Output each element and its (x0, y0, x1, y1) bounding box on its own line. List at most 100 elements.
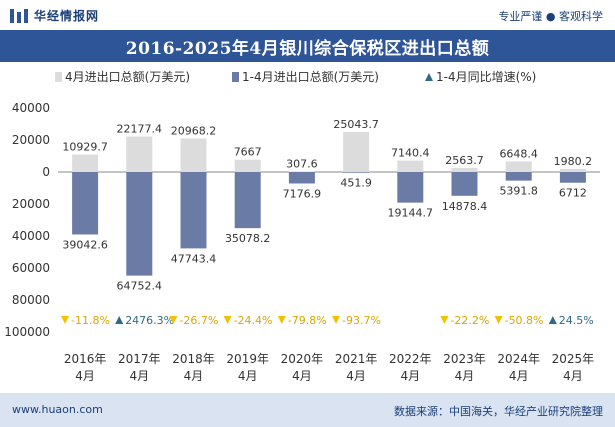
bar-monthly (72, 154, 99, 172)
growth-label: -22.2% (450, 314, 489, 327)
growth-marker (440, 316, 449, 324)
x-tick-label-month: 4月 (129, 369, 149, 383)
chart-title: 2016-2025年4月银川综合保税区进出口总额 (125, 38, 490, 59)
legend-swatch-cumulative (232, 72, 239, 82)
growth-marker (169, 316, 178, 324)
x-tick-label-year: 2021年 (335, 352, 378, 366)
data-label-cumulative: 7176.9 (283, 187, 322, 200)
bar-monthly (180, 138, 207, 172)
data-label-cumulative: 19144.7 (388, 207, 434, 220)
bar-monthly (451, 167, 478, 172)
y-tick-label: 20000 (12, 133, 50, 147)
x-tick-label-year: 2022年 (389, 352, 432, 366)
bar-cumulative (397, 172, 424, 203)
growth-label: 2476.3% (125, 314, 174, 327)
x-tick-label-year: 2016年 (64, 352, 107, 366)
bar-monthly (126, 136, 153, 172)
growth-label: -50.8% (505, 314, 544, 327)
bar-cumulative (559, 172, 586, 183)
growth-marker (494, 316, 503, 324)
bar-cumulative (505, 172, 532, 181)
data-label-monthly: 2563.7 (445, 154, 484, 167)
data-label-cumulative: 14878.4 (442, 200, 488, 213)
bar-cumulative (451, 172, 478, 196)
x-tick-label-month: 4月 (455, 369, 475, 383)
x-tick-label-year: 2020年 (281, 352, 324, 366)
legend-label-monthly: 4月进出口总额(万美元) (65, 70, 190, 84)
x-tick-label-month: 4月 (184, 369, 204, 383)
data-label-monthly: 1980.2 (554, 155, 593, 168)
data-label-monthly: 307.6 (286, 158, 318, 171)
y-tick-label: 0 (42, 165, 50, 179)
growth-marker (332, 316, 340, 324)
growth-label: -93.7% (342, 314, 381, 327)
brand-name: 华经情报网 (34, 9, 100, 23)
x-tick-label-year: 2025年 (552, 352, 595, 366)
y-tick-label: 40000 (12, 101, 50, 115)
data-label-cumulative: 47743.4 (171, 252, 217, 265)
x-tick-label-month: 4月 (346, 369, 366, 383)
growth-label: -11.8% (71, 314, 110, 327)
bar-cumulative (288, 172, 315, 184)
data-label-cumulative: 35078.2 (225, 232, 271, 245)
growth-marker (277, 316, 286, 324)
growth-marker (115, 316, 124, 324)
growth-label: 24.5% (559, 314, 594, 327)
x-tick-label-year: 2017年 (118, 352, 161, 366)
data-label-monthly: 25043.7 (333, 118, 379, 131)
data-label-monthly: 20968.2 (171, 124, 217, 137)
x-tick-label-year: 2023年 (443, 352, 486, 366)
legend-label-growth: 1-4月同比增速(%) (436, 70, 536, 84)
top-bar: 华经情报网 专业严谨 ● 客观科学 (0, 0, 615, 30)
data-label-cumulative: 6712 (559, 187, 587, 200)
x-tick-label-year: 2024年 (497, 352, 540, 366)
footer-source: 数据来源：中国海关，华经产业研究院整理 (394, 405, 603, 418)
y-tick-label: 40000 (12, 229, 50, 243)
x-tick-label-month: 4月 (509, 369, 529, 383)
x-tick-label-year: 2019年 (226, 352, 269, 366)
legend-marker-growth (425, 73, 433, 81)
huajing-logo-icon (10, 8, 28, 23)
bar-monthly (559, 168, 586, 172)
data-label-monthly: 6648.4 (499, 147, 538, 160)
title-bar: 2016-2025年4月银川综合保税区进出口总额 (0, 30, 615, 62)
bar-cumulative (126, 172, 153, 276)
bar-monthly (397, 160, 424, 172)
footer: www.huaon.com 数据来源：中国海关，华经产业研究院整理 (0, 393, 615, 427)
growth-label: -26.7% (179, 314, 218, 327)
bar-monthly (343, 131, 370, 172)
x-tick-label-month: 4月 (400, 369, 420, 383)
growth-marker (548, 316, 557, 324)
data-label-monthly: 7667 (234, 146, 262, 159)
bar-cumulative (180, 172, 207, 249)
bar-cumulative (343, 172, 370, 173)
growth-marker (223, 316, 232, 324)
bar-cumulative (234, 172, 261, 229)
bar-cumulative (72, 172, 99, 235)
data-label-cumulative: 5391.8 (499, 185, 538, 198)
y-tick-label: 100000 (4, 325, 50, 339)
bar-monthly (505, 161, 532, 172)
legend-swatch-monthly (55, 72, 62, 82)
y-tick-label: 60000 (12, 261, 50, 275)
data-label-monthly: 7140.4 (391, 147, 430, 160)
data-label-cumulative: 451.9 (340, 177, 372, 190)
x-tick-label-month: 4月 (292, 369, 312, 383)
bar-monthly (234, 159, 261, 172)
x-tick-label-year: 2018年 (172, 352, 215, 366)
x-tick-label-month: 4月 (563, 369, 583, 383)
data-label-monthly: 10929.7 (62, 141, 108, 154)
y-tick-label: 80000 (12, 293, 50, 307)
growth-label: -79.8% (288, 314, 327, 327)
data-label-cumulative: 39042.6 (62, 238, 108, 251)
growth-label: -24.4% (234, 314, 273, 327)
tagline: 专业严谨 ● 客观科学 (498, 10, 603, 23)
growth-marker (61, 316, 69, 324)
legend-label-cumulative: 1-4月进出口总额(万美元) (242, 70, 379, 84)
x-tick-label-month: 4月 (75, 369, 95, 383)
footer-website[interactable]: www.huaon.com (12, 403, 103, 416)
data-label-monthly: 22177.4 (117, 123, 163, 136)
x-tick-label-month: 4月 (238, 369, 258, 383)
brand[interactable]: 华经情报网 (10, 7, 99, 24)
data-label-cumulative: 64752.4 (117, 280, 163, 293)
